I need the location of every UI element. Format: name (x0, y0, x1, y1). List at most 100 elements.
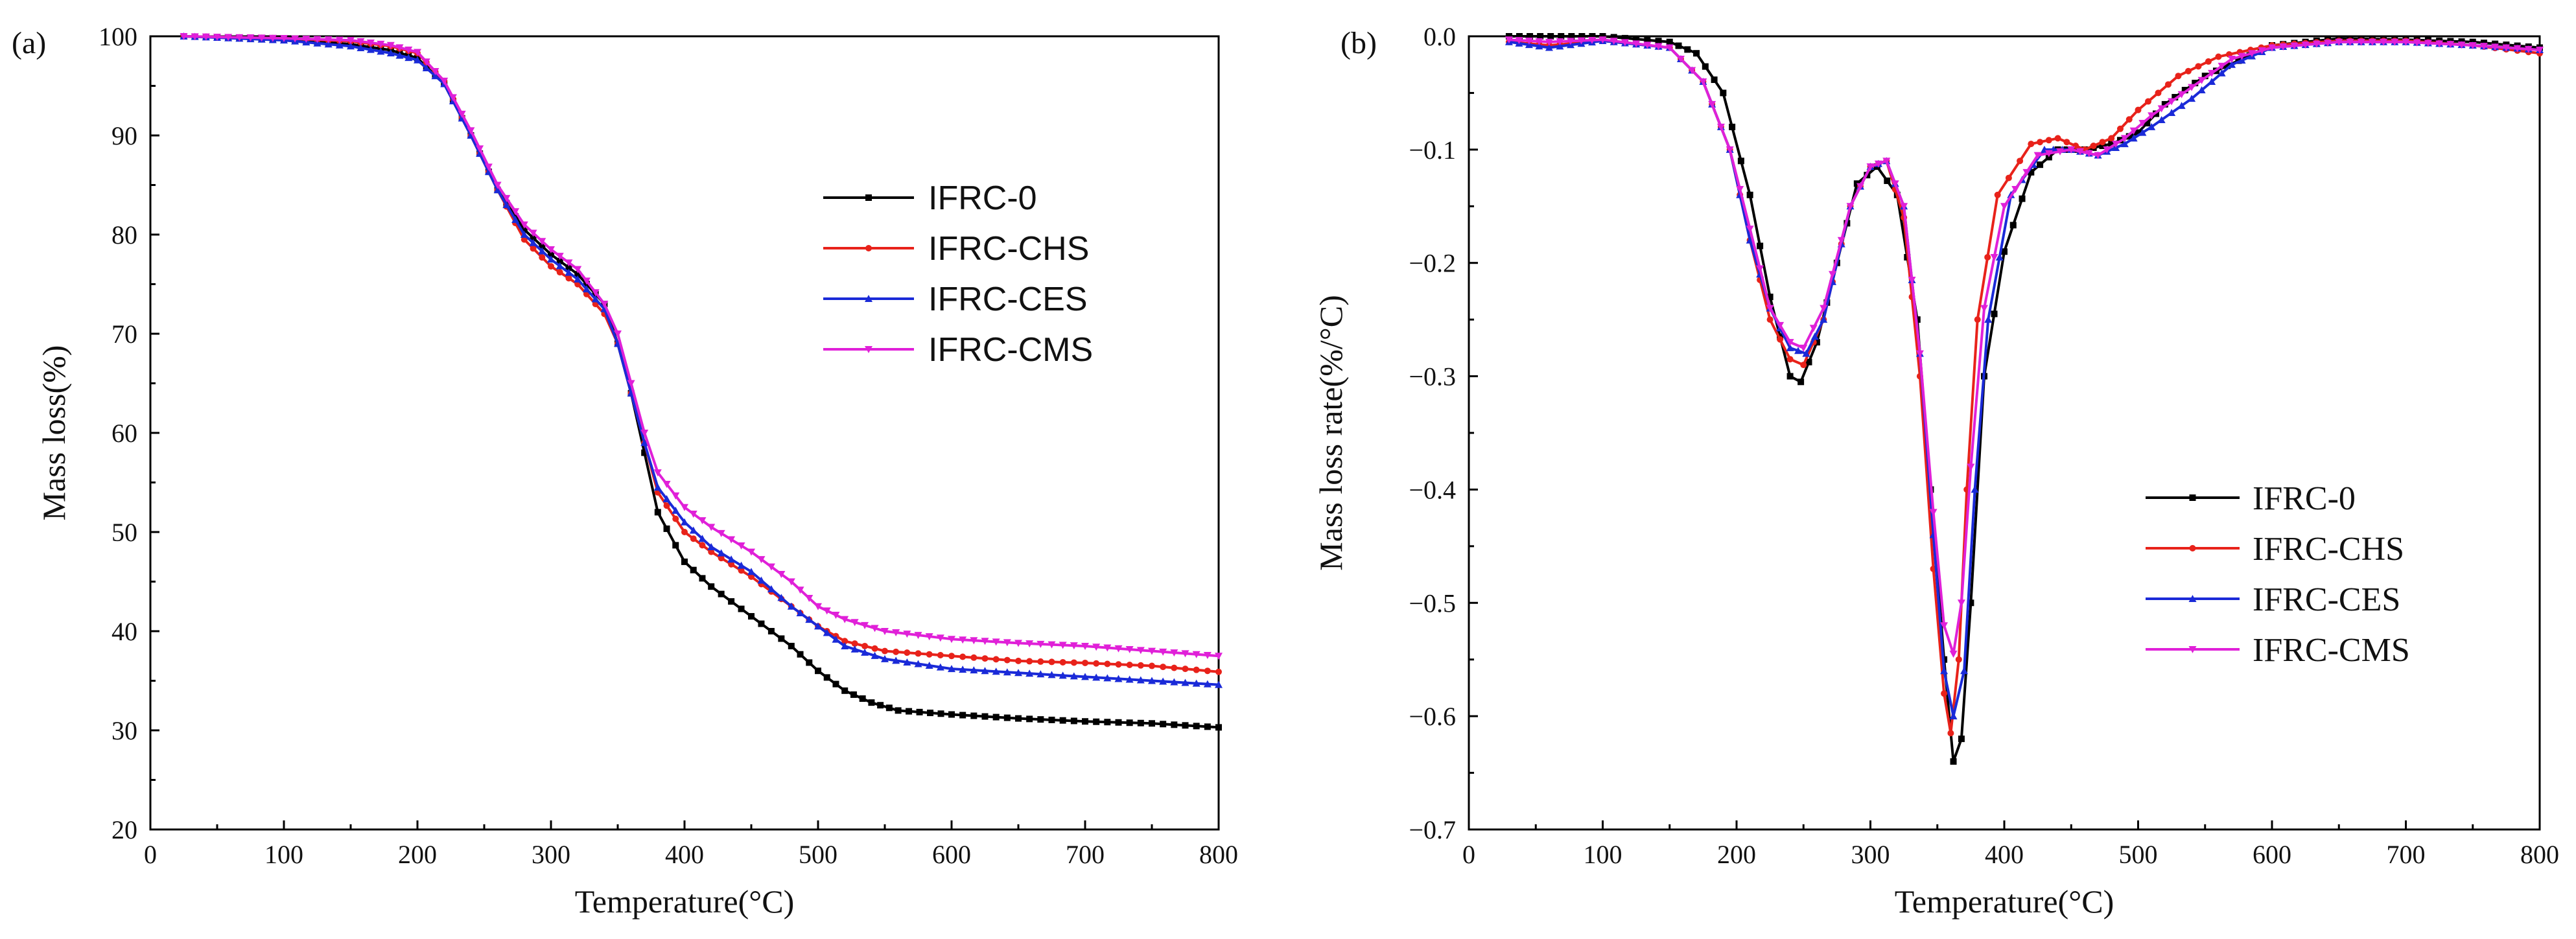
data-point-ifrc-cms (653, 469, 662, 477)
data-point-ifrc-0 (1558, 33, 1565, 40)
data-point-ifrc-cms (2157, 105, 2166, 113)
data-point-ifrc-0 (1003, 714, 1011, 721)
data-point-ifrc-cms (1632, 40, 1641, 48)
data-point-ifrc-ces (2129, 134, 2138, 142)
data-point-ifrc-chs (565, 275, 572, 282)
data-point-ifrc-ces (1048, 671, 1056, 678)
data-point-ifrc-cms (2000, 203, 2008, 211)
data-point-ifrc-0 (1026, 715, 1033, 723)
data-point-ifrc-chs (2135, 106, 2142, 113)
legend-item: IFRC-CES (823, 281, 1088, 318)
data-point-ifrc-chs (948, 653, 955, 660)
data-point-ifrc-cms (2138, 120, 2147, 128)
data-point-ifrc-ces (1949, 712, 1958, 720)
data-point-ifrc-cms (767, 563, 775, 571)
data-point-ifrc-ces (1995, 253, 2004, 261)
data-point-ifrc-ces (903, 658, 911, 666)
x-tick-label: 400 (665, 840, 704, 869)
data-point-ifrc-chs (708, 548, 715, 555)
data-point-ifrc-cms (2335, 38, 2343, 46)
data-point-ifrc-chs (1766, 316, 1774, 323)
data-point-ifrc-cms (2044, 150, 2053, 157)
data-point-ifrc-0 (574, 271, 581, 278)
data-point-ifrc-cms (386, 41, 395, 49)
data-point-ifrc-ces (324, 40, 333, 48)
data-point-ifrc-0 (663, 525, 670, 532)
data-point-ifrc-ces (1070, 672, 1078, 680)
data-point-ifrc-ces (707, 542, 716, 550)
data-point-ifrc-ces (574, 275, 582, 283)
legend-label: IFRC-CMS (928, 331, 1093, 369)
data-point-ifrc-cms (627, 380, 635, 388)
data-point-ifrc-ces (502, 201, 511, 209)
data-point-ifrc-cms (787, 578, 795, 586)
data-point-ifrc-chs (521, 236, 528, 243)
data-point-ifrc-0 (1666, 38, 1673, 45)
data-point-ifrc-0 (1675, 42, 1682, 49)
data-point-ifrc-0 (2144, 120, 2151, 127)
data-point-ifrc-cms (640, 430, 649, 437)
data-point-ifrc-chs (1786, 356, 1794, 363)
data-point-ifrc-chs (1037, 658, 1044, 665)
data-point-ifrc-cms (1170, 649, 1178, 657)
data-point-ifrc-chs (1193, 666, 1200, 673)
chart-panel-a: 0 100 200 300 400 500 600 700 800 20 30 40 50 60 70 80 9… (12, 22, 1238, 920)
data-point-ifrc-cms (2513, 45, 2522, 52)
data-point-ifrc-chs (904, 649, 911, 656)
data-point-ifrc-0 (832, 680, 839, 688)
x-axis-label: Temperature(°C) (1895, 883, 2114, 920)
data-point-ifrc-0 (788, 642, 795, 649)
data-point-ifrc-ces (737, 561, 745, 569)
y-tick-label: −0.5 (1409, 588, 1456, 618)
data-point-ifrc-cms (992, 638, 1000, 646)
data-point-ifrc-cms (1799, 344, 1808, 352)
data-point-ifrc-cms (202, 33, 210, 41)
data-point-ifrc-cms (892, 629, 900, 637)
data-point-ifrc-ces (640, 439, 649, 446)
data-point-ifrc-ces (850, 645, 859, 653)
data-point-ifrc-cms (1148, 647, 1156, 655)
data-point-ifrc-cms (1610, 38, 1618, 45)
data-point-ifrc-chs (530, 245, 537, 252)
data-point-ifrc-0 (1746, 191, 1753, 198)
data-point-ifrc-chs (2099, 139, 2106, 146)
data-point-ifrc-ces (814, 622, 822, 630)
data-point-ifrc-cms (493, 181, 502, 189)
plot-frame (1468, 35, 2541, 831)
data-point-ifrc-0 (718, 590, 725, 597)
data-point-ifrc-ces (832, 635, 840, 643)
data-point-ifrc-0 (1813, 339, 1820, 346)
data-point-ifrc-0 (1547, 33, 1554, 40)
x-tick-label: 500 (2119, 840, 2158, 869)
data-point-ifrc-0 (1505, 33, 1512, 40)
data-point-ifrc-0 (1059, 717, 1066, 724)
data-point-ifrc-cms (1125, 646, 1134, 654)
data-point-ifrc-cms (1756, 265, 1764, 273)
data-point-ifrc-cms (1598, 36, 1607, 44)
data-point-ifrc-0 (1655, 38, 1662, 45)
panel-tag: (b) (1341, 26, 1377, 60)
data-point-ifrc-cms (1203, 651, 1212, 659)
x-tick-label: 100 (1584, 840, 1622, 869)
data-point-ifrc-chs (718, 555, 725, 562)
data-point-ifrc-0 (806, 659, 813, 666)
data-point-ifrc-ces (565, 268, 573, 276)
data-point-ifrc-chs (2195, 63, 2202, 70)
data-point-ifrc-cms (1708, 100, 1716, 108)
data-point-ifrc-chs (738, 567, 745, 574)
data-point-ifrc-0 (823, 674, 830, 681)
data-point-ifrc-cms (2067, 146, 2076, 154)
data-point-ifrc-cms (1181, 650, 1189, 658)
x-tick-label: 700 (2387, 840, 2426, 869)
data-point-ifrc-cms (2197, 76, 2206, 84)
data-point-ifrc-ces (681, 518, 688, 526)
legend-marker (865, 194, 872, 201)
data-point-ifrc-0 (699, 575, 706, 582)
data-point-ifrc-cms (981, 638, 989, 645)
legend-item: IFRC-0 (823, 180, 1037, 217)
data-point-ifrc-chs (1026, 658, 1033, 665)
data-point-ifrc-0 (2019, 195, 2026, 202)
data-point-ifrc-ces (805, 616, 814, 623)
data-point-ifrc-0 (1149, 720, 1155, 727)
data-point-ifrc-cms (1525, 37, 1533, 45)
